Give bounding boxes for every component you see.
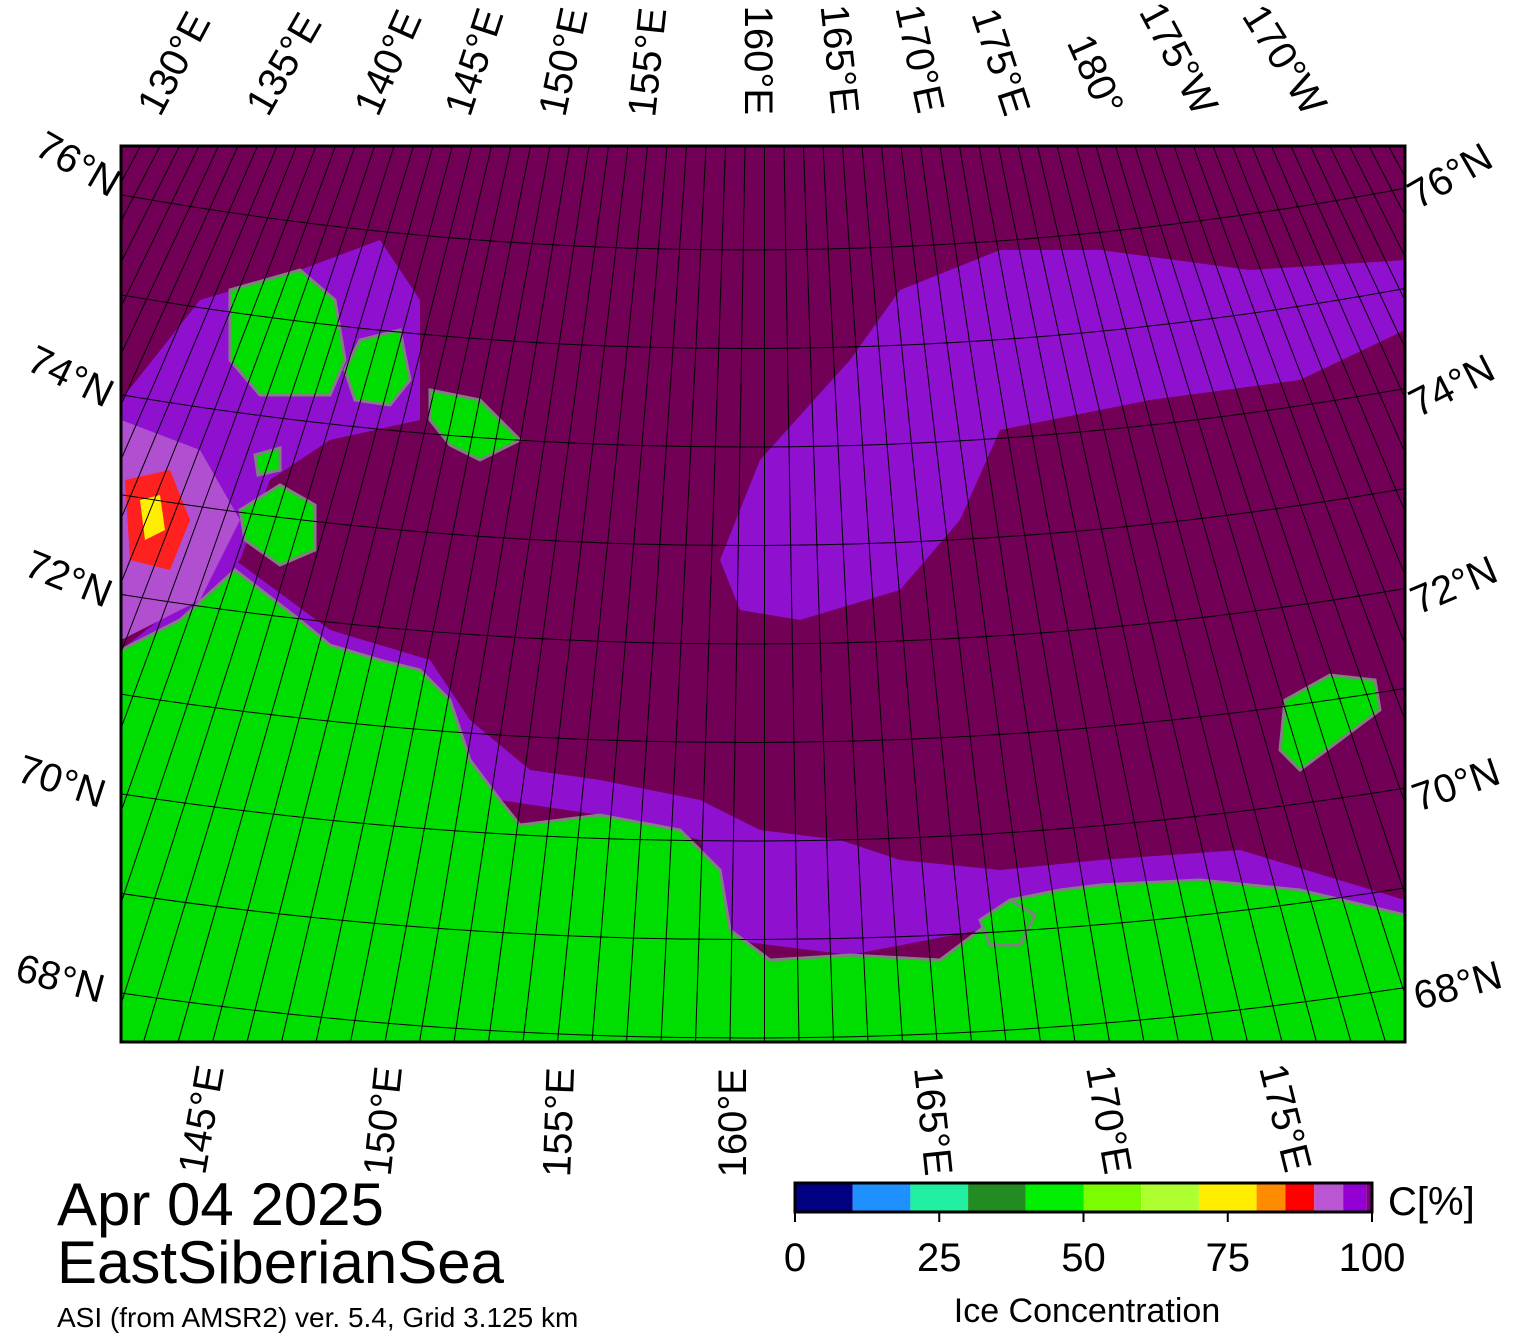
top-lon-label: 175°W [1130, 0, 1226, 122]
top-lon-label: 170°E [886, 1, 952, 117]
top-lon-label: 145°E [437, 3, 513, 121]
region-title: EastSiberianSea [57, 1229, 505, 1296]
left-lat-label: 70°N [12, 747, 111, 816]
meridian [0, 146, 43, 1042]
meridian [1506, 146, 1527, 1042]
colorbar: 0 25 50 75 100 [784, 1183, 1406, 1280]
bottom-lon-label: 175°E [1250, 1060, 1319, 1177]
bottom-lon-label: 155°E [535, 1067, 583, 1178]
meridian [0, 146, 24, 1042]
meridian [0, 146, 4, 1042]
colorbar-tick-label: 25 [917, 1236, 962, 1280]
colorbar-tick-label: 0 [784, 1236, 806, 1280]
top-lon-label: 180° [1058, 28, 1132, 121]
right-lat-label: 70°N [1407, 750, 1506, 821]
left-lat-label: 76°N [28, 123, 127, 206]
top-lon-label: 175°E [963, 3, 1039, 121]
meridian [1486, 146, 1527, 1042]
colorbar-bin [1285, 1183, 1314, 1212]
right-lat-label: 68°N [1409, 953, 1507, 1019]
colorbar-tick-label: 100 [1339, 1236, 1406, 1280]
top-lon-label: 165°E [812, 3, 867, 116]
colorbar-bin [1343, 1183, 1366, 1212]
top-lon-label: 150°E [531, 4, 597, 120]
colorbar-tick-label: 50 [1061, 1236, 1106, 1280]
top-lon-label: 130°E [129, 5, 219, 122]
subtitle: ASI (from AMSR2) ver. 5.4, Grid 3.125 km [57, 1302, 578, 1333]
top-lon-label: 160°E [736, 6, 780, 115]
right-lat-label: 74°N [1402, 346, 1502, 426]
bottom-lon-label: 165°E [905, 1064, 960, 1177]
right-lat-label: 72°N [1404, 548, 1503, 623]
colorbar-bin [1084, 1183, 1142, 1212]
bottom-lon-label: 150°E [356, 1064, 411, 1177]
colorbar-bin [1141, 1183, 1199, 1212]
colorbar-bin [1257, 1183, 1286, 1212]
colorbar-bin [1026, 1183, 1084, 1212]
top-lon-label: 170°W [1234, 0, 1335, 123]
colorbar-unit: C[%] [1388, 1180, 1475, 1224]
top-lon-label: 155°E [620, 6, 675, 119]
date-title: Apr 04 2025 [57, 1171, 384, 1238]
colorbar-bin [1199, 1183, 1257, 1212]
colorbar-bin [910, 1183, 968, 1212]
colorbar-bin [1314, 1183, 1343, 1212]
bottom-lon-label: 160°E [711, 1068, 755, 1177]
colorbar-bin [968, 1183, 1026, 1212]
colorbar-bin [795, 1183, 853, 1212]
bottom-lon-label: 145°E [171, 1062, 233, 1177]
bottom-lon-label: 170°E [1077, 1062, 1139, 1177]
top-lon-label: 140°E [346, 4, 431, 122]
colorbar-title: Ice Concentration [954, 1292, 1221, 1330]
left-lat-label: 68°N [11, 946, 109, 1012]
right-lat-label: 76°N [1401, 135, 1500, 218]
left-lat-label: 72°N [19, 542, 118, 616]
colorbar-bin [853, 1183, 911, 1212]
colorbar-tick-label: 75 [1206, 1236, 1251, 1280]
top-lon-label: 135°E [238, 6, 331, 123]
left-lat-label: 74°N [21, 337, 121, 416]
